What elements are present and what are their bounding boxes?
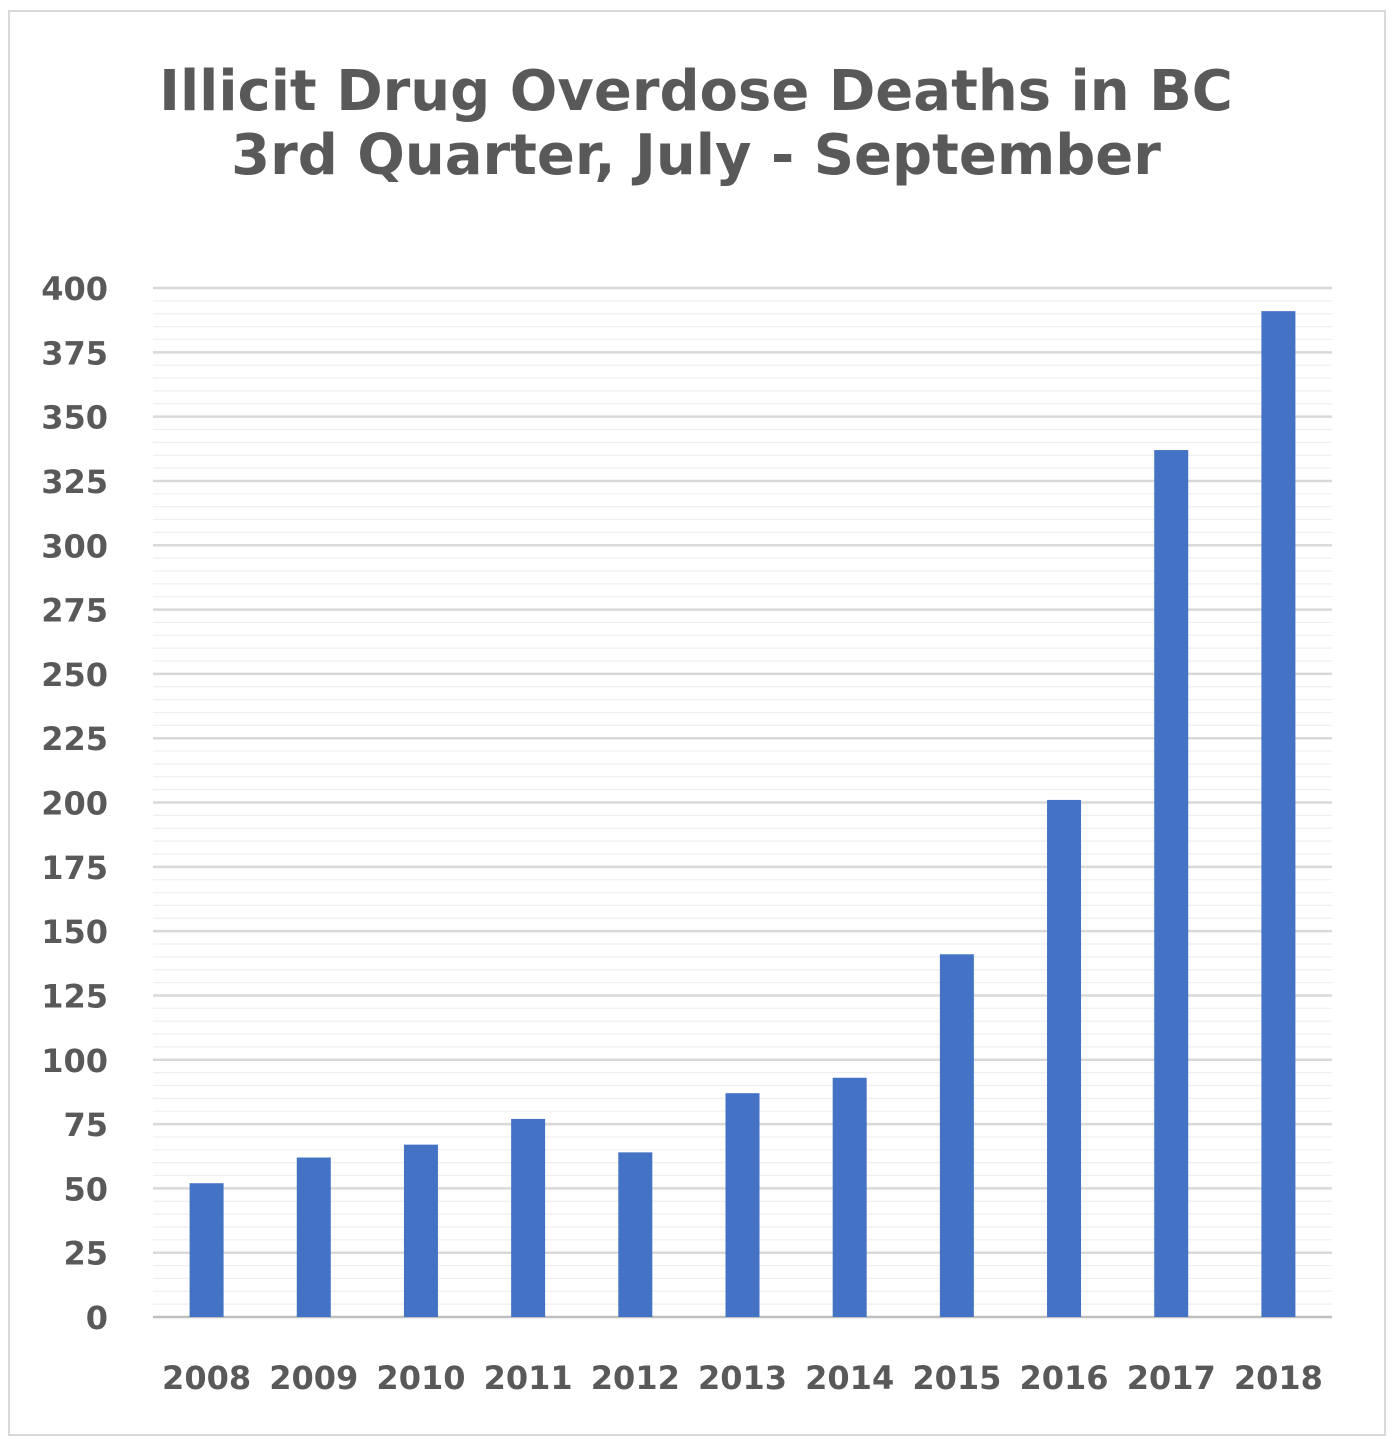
y-tick-label: 0	[86, 1299, 108, 1337]
y-tick-label: 300	[41, 527, 108, 565]
major-gridlines	[153, 286, 1332, 1319]
bar-2014	[832, 1077, 867, 1317]
y-tick-label: 275	[41, 592, 108, 630]
x-tick-label: 2009	[269, 1359, 358, 1397]
x-tick-label: 2008	[162, 1359, 251, 1397]
x-tick-label: 2017	[1127, 1359, 1216, 1397]
y-tick-label: 225	[41, 720, 108, 758]
bar-2017	[1154, 450, 1189, 1317]
bar-2008	[189, 1183, 224, 1317]
bar-2009	[296, 1157, 331, 1317]
bar-2015	[939, 954, 974, 1317]
y-tick-label: 325	[41, 463, 108, 501]
x-tick-label: 2012	[591, 1359, 680, 1397]
y-tick-label: 375	[41, 334, 108, 372]
y-tick-label: 350	[41, 399, 108, 437]
bar-2012	[618, 1152, 653, 1317]
x-tick-label: 2011	[484, 1359, 573, 1397]
x-axis-ticks: 2008 2009 2010 2011 2012 2013 2014 2015 2016 2017…	[162, 1359, 1323, 1397]
bar-2010	[403, 1144, 438, 1317]
y-tick-label: 25	[63, 1235, 108, 1273]
y-tick-label: 100	[41, 1042, 108, 1080]
y-tick-label: 125	[41, 977, 108, 1015]
bar-2016	[1047, 799, 1082, 1317]
bar-2018	[1261, 311, 1296, 1318]
chart-subtitle: 3rd Quarter, July - September	[231, 123, 1161, 188]
chart-frame	[8, 10, 1386, 1436]
y-tick-label: 50	[63, 1170, 108, 1208]
y-tick-label: 75	[63, 1106, 108, 1144]
x-tick-label: 2010	[376, 1359, 465, 1397]
x-tick-label: 2013	[698, 1359, 787, 1397]
x-tick-label: 2018	[1234, 1359, 1323, 1397]
y-tick-label: 200	[41, 785, 108, 823]
y-tick-label: 250	[41, 656, 108, 694]
y-tick-label: 175	[41, 849, 108, 887]
bar-2013	[725, 1093, 760, 1317]
x-tick-label: 2015	[912, 1359, 1001, 1397]
x-tick-label: 2016	[1020, 1359, 1109, 1397]
chart-title: Illicit Drug Overdose Deaths in BC	[159, 59, 1233, 124]
y-tick-label: 400	[41, 270, 108, 308]
y-axis-ticks: 0 25 50 75 100 125 150 175 200 225 250 275 300 325 350…	[41, 270, 108, 1337]
x-tick-label: 2014	[805, 1359, 894, 1397]
chart-title-block: Illicit Drug Overdose Deaths in BC 3rd Q…	[0, 60, 1392, 188]
bars	[189, 311, 1296, 1318]
bar-2011	[511, 1118, 546, 1317]
y-tick-label: 150	[41, 913, 108, 951]
